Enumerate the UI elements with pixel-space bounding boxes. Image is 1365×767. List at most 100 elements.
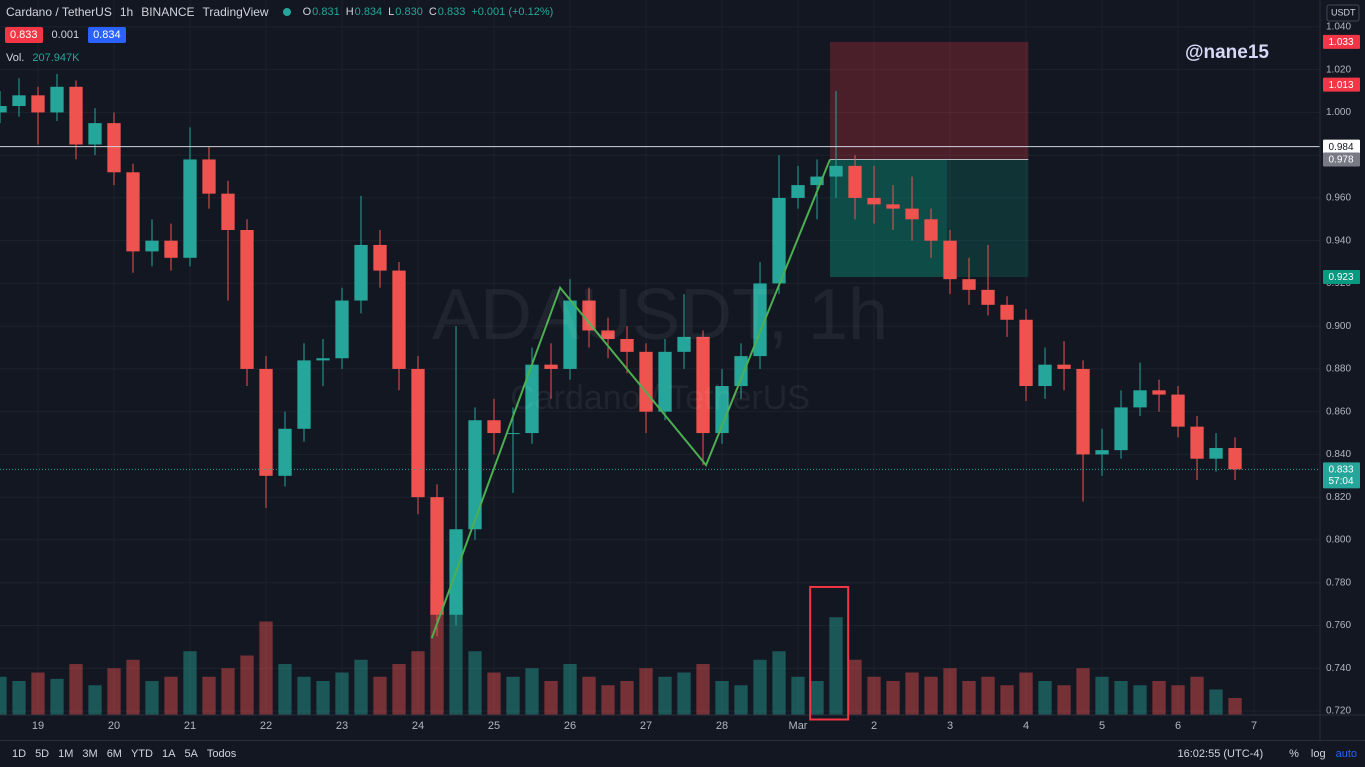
y-tick-label: 0.860 [1326, 406, 1351, 417]
buy-price[interactable]: 0.834 [88, 27, 126, 43]
candle-body [886, 204, 900, 209]
x-tick-label: 2 [871, 720, 877, 732]
x-tick-label: 27 [640, 720, 652, 732]
sell-price[interactable]: 0.833 [5, 27, 43, 43]
candle-body [1133, 390, 1147, 408]
volume-bar [107, 668, 121, 715]
x-tick-label: 5 [1099, 720, 1105, 732]
range-button[interactable]: YTD [130, 748, 153, 760]
x-tick-label: 24 [412, 720, 424, 732]
range-button[interactable]: 1A [161, 748, 176, 760]
target-zone-filled [829, 159, 947, 278]
volume-bar [810, 681, 824, 715]
candle-body [164, 240, 178, 258]
candle-body [31, 95, 45, 113]
volume-bar [12, 681, 26, 715]
volume-bar [582, 676, 596, 715]
currency[interactable]: USDT [1331, 7, 1356, 17]
symbol: Cardano / TetherUS [6, 5, 112, 19]
y-tick-label: 0.960 [1326, 193, 1351, 204]
percent-toggle[interactable]: % [1289, 748, 1299, 760]
candle-body [677, 336, 691, 352]
auto-toggle[interactable]: auto [1335, 748, 1357, 760]
volume-bar [962, 681, 976, 715]
volume-bar [221, 668, 235, 715]
price-tag [1323, 77, 1360, 92]
candle-body [791, 185, 805, 198]
last-price-tag [1323, 462, 1360, 489]
candle-body [867, 197, 881, 205]
volume-bar [411, 651, 425, 715]
candle-body [316, 358, 330, 361]
price-tag-label: 1.013 [1328, 80, 1353, 91]
y-tick-label: 0.800 [1326, 535, 1351, 546]
candle-body [373, 244, 387, 271]
volume-bar [1114, 681, 1128, 715]
candle-body [145, 240, 159, 252]
range-button[interactable]: 6M [106, 748, 122, 760]
candle-body [1076, 368, 1090, 455]
range-button[interactable]: 5A [184, 748, 198, 760]
volume-legend: Vol. 207.947K [6, 52, 79, 64]
exchange: BINANCE [141, 5, 195, 19]
ohlc: O 0.831 H 0.834 L 0.830 C 0.833 [303, 6, 472, 18]
candle-body [1171, 394, 1185, 427]
volume-bar [259, 621, 273, 715]
y-tick-label: 1.040 [1326, 22, 1351, 33]
volume-bar [601, 685, 615, 715]
log-toggle[interactable]: log [1310, 748, 1326, 760]
volume-bar [1038, 681, 1052, 715]
y-tick-label: 0.720 [1326, 706, 1351, 717]
y-tick-label: 0.740 [1326, 663, 1351, 674]
volume-bar [335, 672, 349, 715]
volume-bar [1190, 676, 1204, 715]
range-button[interactable]: 1M [58, 748, 74, 760]
x-tick-label: 6 [1175, 720, 1181, 732]
currency-box[interactable] [1326, 4, 1360, 22]
candle-body [468, 420, 482, 530]
candle-body [1057, 364, 1071, 369]
range-button[interactable]: 1D [12, 748, 27, 760]
volume-value: 207.947K [32, 52, 80, 64]
x-tick-label: 22 [260, 720, 272, 732]
range-button[interactable]: 3M [82, 748, 98, 760]
volume-bar [506, 676, 520, 715]
range-buttons: 1D 5D 1M 3M 6M YTD 1A 5A Todos [3, 748, 236, 760]
volume-bar [943, 668, 957, 715]
y-tick-label: 0.900 [1326, 321, 1351, 332]
price-tag [1323, 34, 1360, 49]
candle-body [411, 368, 425, 498]
candle-body [392, 270, 406, 369]
candle-body [297, 360, 311, 429]
spread: 0.001 [51, 29, 80, 41]
volume-bar [145, 681, 159, 715]
candle-body [829, 165, 843, 177]
candle-body [1038, 364, 1052, 387]
candle-body [259, 368, 273, 476]
range-button[interactable]: Todos [206, 748, 237, 760]
volume-bar [1152, 681, 1166, 715]
ohlc-key: H [345, 6, 354, 18]
price-tag [1323, 139, 1360, 154]
candle-body [810, 176, 824, 186]
volume-bar [468, 651, 482, 715]
candle-body [715, 386, 729, 434]
ohlc-value: 0.833 [437, 6, 466, 18]
x-tick-label: 21 [184, 720, 196, 732]
watermark-title: ADAUSDT, 1h [432, 275, 888, 355]
candle-body [582, 300, 596, 331]
price-tag-label: 0.978 [1328, 155, 1353, 166]
volume-bar [449, 604, 463, 715]
plot [0, 0, 1320, 715]
range-button[interactable]: 5D [35, 748, 50, 760]
volume-bar [905, 672, 919, 715]
volume-bar [1057, 685, 1071, 715]
x-tick-label: Mar [789, 720, 808, 732]
candle-body [1190, 426, 1204, 459]
volume-bar [1076, 668, 1090, 715]
x-tick-label: 7 [1251, 720, 1257, 732]
candle-body [1019, 319, 1033, 387]
volume-bar [1000, 685, 1014, 715]
volume-bar [392, 664, 406, 715]
